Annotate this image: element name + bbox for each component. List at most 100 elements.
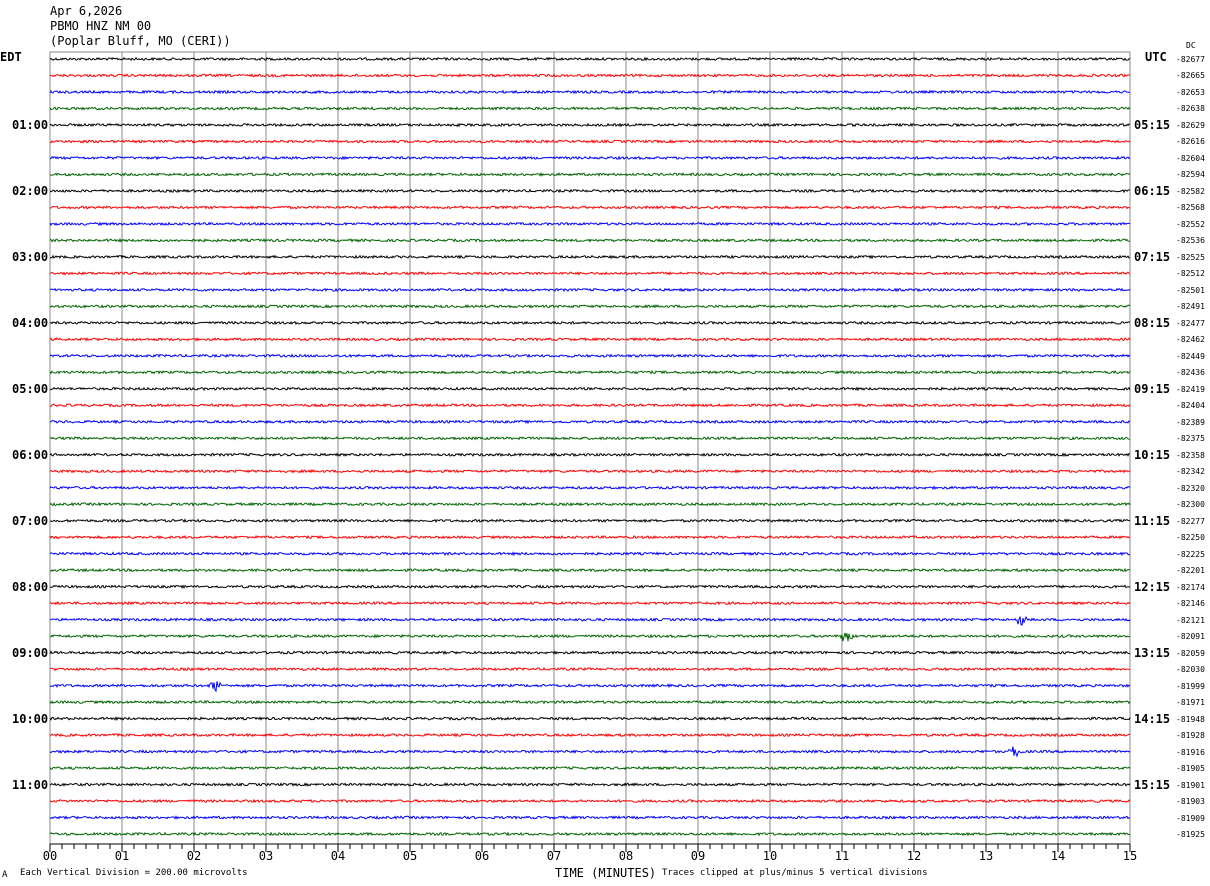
clip-note: Traces clipped at plus/minus 5 vertical … bbox=[662, 868, 928, 878]
trace-9 bbox=[49, 204, 1131, 210]
left-time-label: 03:00 bbox=[12, 249, 49, 264]
left-time-label: 06:00 bbox=[12, 447, 49, 462]
left-time-label: 10:00 bbox=[12, 711, 49, 726]
scale-note: Each Vertical Division = 200.00 microvol… bbox=[20, 868, 248, 878]
x-tick-label: 00 bbox=[43, 849, 57, 863]
right-time-label: 07:15 bbox=[1134, 249, 1171, 264]
dc-offset-label: -81905 bbox=[1176, 764, 1205, 774]
x-axis-label: TIME (MINUTES) bbox=[555, 866, 657, 880]
trace-37 bbox=[49, 666, 1131, 672]
dc-offset-label: -82320 bbox=[1176, 483, 1205, 493]
trace-7 bbox=[49, 172, 1131, 177]
corner-mark: A bbox=[2, 870, 8, 880]
trace-38 bbox=[49, 681, 1131, 693]
dc-offset-label: -82436 bbox=[1176, 368, 1205, 378]
plot-frame bbox=[49, 51, 1131, 845]
x-tick-label: 12 bbox=[907, 849, 921, 863]
x-tick-label: 03 bbox=[259, 849, 273, 863]
trace-20 bbox=[49, 386, 1131, 392]
x-tick-label: 11 bbox=[835, 849, 849, 863]
left-time-label: 04:00 bbox=[12, 315, 49, 330]
dc-offset-label: -82225 bbox=[1176, 549, 1205, 559]
trace-10 bbox=[49, 221, 1131, 227]
dc-offset-label: -82030 bbox=[1176, 665, 1205, 675]
x-tick-label: 09 bbox=[691, 849, 705, 863]
trace-28 bbox=[49, 518, 1131, 524]
dc-offset-label: -82665 bbox=[1176, 71, 1205, 81]
dc-offset-label: -82342 bbox=[1176, 467, 1205, 477]
trace-47 bbox=[49, 831, 1131, 837]
trace-41 bbox=[49, 732, 1131, 738]
trace-11 bbox=[49, 237, 1131, 243]
trace-46 bbox=[49, 815, 1131, 820]
x-tick-label: 06 bbox=[475, 849, 489, 863]
trace-18 bbox=[49, 353, 1131, 359]
x-tick-label: 13 bbox=[979, 849, 993, 863]
x-tick-label: 05 bbox=[403, 849, 417, 863]
trace-14 bbox=[49, 287, 1131, 293]
dc-offset-label: -82677 bbox=[1176, 55, 1205, 64]
dc-offset-label: -82404 bbox=[1176, 401, 1205, 411]
dc-offset-label: -81901 bbox=[1176, 780, 1205, 790]
dc-offset-label: -82201 bbox=[1176, 566, 1205, 576]
location-title: (Poplar Bluff, MO (CERI)) bbox=[50, 34, 231, 48]
right-time-label: 09:15 bbox=[1134, 381, 1171, 396]
trace-6 bbox=[49, 155, 1131, 161]
right-time-label: 10:15 bbox=[1134, 447, 1171, 462]
trace-44 bbox=[49, 782, 1131, 787]
dc-offset-label: -82536 bbox=[1176, 236, 1205, 246]
trace-1 bbox=[49, 73, 1131, 78]
trace-30 bbox=[49, 551, 1130, 557]
x-tick-label: 10 bbox=[763, 849, 777, 863]
trace-12 bbox=[50, 254, 1131, 260]
trace-27 bbox=[49, 501, 1131, 507]
trace-29 bbox=[49, 534, 1131, 540]
dc-offset-label: -82477 bbox=[1176, 318, 1205, 328]
left-timezone: EDT bbox=[0, 50, 22, 64]
trace-21 bbox=[49, 402, 1131, 408]
trace-8 bbox=[49, 188, 1131, 194]
trace-2 bbox=[49, 89, 1130, 95]
right-time-label: 08:15 bbox=[1134, 315, 1171, 330]
dc-offset-label: -82638 bbox=[1176, 104, 1205, 114]
left-time-label: 05:00 bbox=[12, 381, 49, 396]
x-tick-label: 07 bbox=[547, 849, 561, 863]
dc-offset-label: -82389 bbox=[1176, 417, 1205, 427]
trace-31 bbox=[49, 567, 1131, 573]
x-tick-label: 01 bbox=[115, 849, 129, 863]
dc-offset-label: -82653 bbox=[1176, 87, 1205, 97]
trace-22 bbox=[49, 419, 1131, 425]
dc-offset-label: -81909 bbox=[1176, 813, 1205, 823]
dc-offset-label: -82629 bbox=[1176, 120, 1205, 130]
x-tick-label: 14 bbox=[1051, 849, 1065, 863]
dc-offset-label: -82449 bbox=[1176, 351, 1205, 361]
dc-offset-label: -82174 bbox=[1176, 582, 1205, 592]
trace-36 bbox=[49, 650, 1131, 655]
left-time-label: 09:00 bbox=[12, 645, 49, 660]
right-time-label: 14:15 bbox=[1134, 711, 1171, 726]
right-timezone: UTC bbox=[1145, 50, 1167, 64]
trace-43 bbox=[49, 765, 1131, 771]
right-time-label: 15:15 bbox=[1134, 777, 1171, 792]
dc-offset-label: -82491 bbox=[1176, 302, 1205, 312]
dc-offset-label: -82091 bbox=[1176, 632, 1205, 642]
right-time-label: 11:15 bbox=[1134, 513, 1171, 528]
dc-offset-label: -82277 bbox=[1176, 516, 1205, 526]
trace-39 bbox=[49, 699, 1131, 705]
trace-45 bbox=[49, 798, 1131, 804]
x-tick-label: 04 bbox=[331, 849, 345, 863]
dc-offset-label: -82146 bbox=[1176, 599, 1205, 609]
dc-offset-label: -82462 bbox=[1176, 335, 1205, 345]
trace-32 bbox=[49, 584, 1131, 590]
dc-offset-label: -82525 bbox=[1176, 252, 1205, 262]
dc-offset-label: -82375 bbox=[1176, 434, 1205, 444]
dc-offset-label: -82419 bbox=[1176, 384, 1205, 394]
trace-19 bbox=[49, 369, 1131, 375]
dc-offset-label: -81999 bbox=[1176, 681, 1205, 691]
dc-offset-label: -82121 bbox=[1176, 615, 1205, 625]
x-tick-label: 02 bbox=[187, 849, 201, 863]
dc-offset-label: -82300 bbox=[1176, 500, 1205, 510]
right-time-label: 05:15 bbox=[1134, 117, 1171, 132]
